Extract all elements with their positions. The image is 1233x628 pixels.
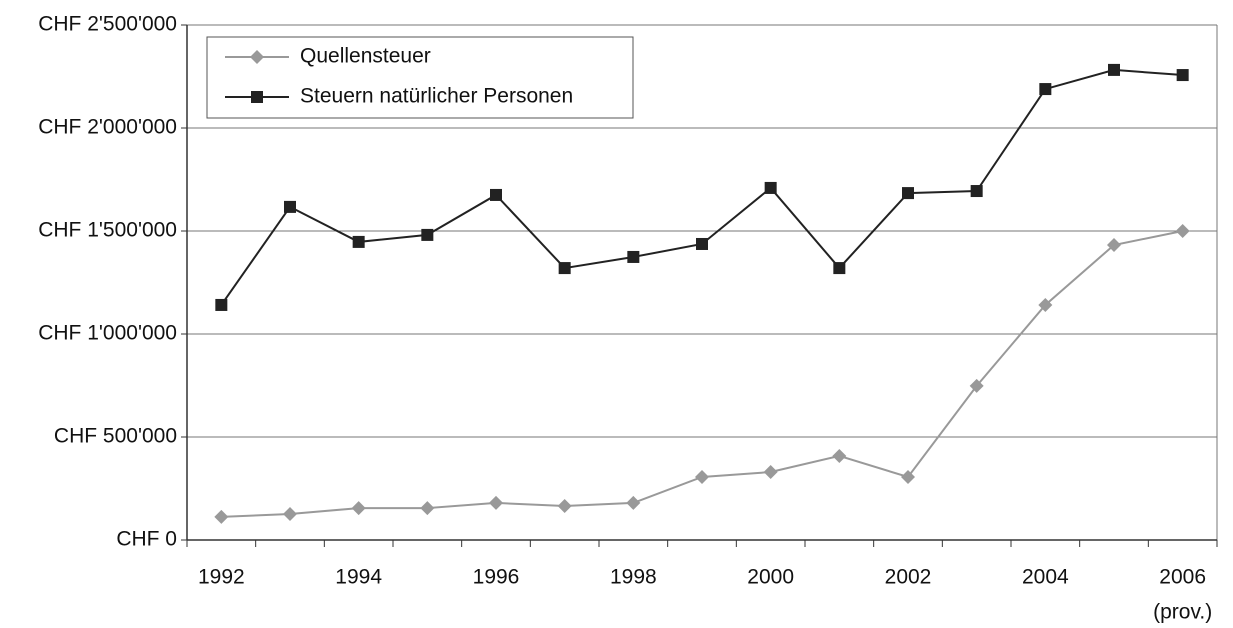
x-tick-label: 1996 [473, 566, 520, 589]
point [352, 235, 365, 248]
x-tick-label: 2004 [1022, 566, 1069, 589]
legend-box [206, 36, 634, 119]
point [284, 200, 296, 213]
point [764, 181, 777, 194]
x-tick-label: 2000 [747, 566, 794, 589]
point [901, 469, 915, 484]
point [421, 228, 434, 241]
x-tick-label: 2006 [1159, 566, 1206, 589]
point [1038, 297, 1053, 312]
y-tick-label: CHF 1'000'000 [38, 322, 177, 345]
legend-marker [251, 91, 263, 103]
y-tick-label: CHF 2'500'000 [38, 13, 177, 36]
x-tick-label: 2002 [885, 566, 932, 589]
point [832, 448, 847, 463]
point [558, 262, 571, 275]
point [557, 499, 572, 514]
y-tick-label: CHF 500'000 [54, 425, 177, 448]
x-note: (prov.) [1153, 601, 1212, 624]
point [833, 262, 846, 275]
x-tick-label: 1992 [198, 566, 245, 589]
y-tick-label: CHF 2'000'000 [38, 116, 177, 139]
y-tick-label: CHF 0 [116, 528, 177, 551]
legend-marker [250, 50, 264, 64]
point [490, 188, 502, 201]
point [696, 237, 708, 250]
point [283, 507, 297, 522]
point [970, 185, 983, 198]
legend-label: Quellensteuer [300, 45, 431, 68]
point [902, 187, 914, 200]
point [1107, 238, 1121, 253]
x-tick-label: 1998 [610, 566, 657, 589]
point [1175, 224, 1190, 238]
point [627, 250, 640, 263]
y-tick-label: CHF 1'500'000 [38, 219, 177, 242]
point [1108, 63, 1120, 76]
point [763, 465, 778, 480]
point [214, 509, 229, 524]
point [1176, 69, 1189, 82]
point [215, 298, 228, 311]
point [626, 495, 641, 510]
point [420, 501, 435, 516]
point [351, 501, 366, 516]
point [489, 495, 503, 510]
point [1039, 83, 1052, 96]
point [969, 378, 984, 393]
x-tick-label: 1994 [335, 566, 382, 589]
legend-label: Steuern natürlicher Personen [300, 85, 573, 108]
point [695, 469, 709, 484]
